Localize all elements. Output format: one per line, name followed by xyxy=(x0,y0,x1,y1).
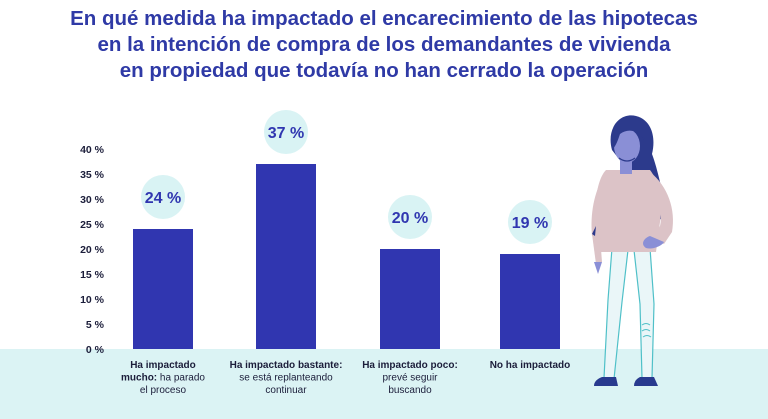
x-tick-label: Ha impactado bastante: xyxy=(230,360,343,371)
x-tick-label: se está replanteando xyxy=(239,373,333,384)
bar xyxy=(256,164,316,349)
value-label: 24 % xyxy=(145,190,181,207)
x-tick-label: el proceso xyxy=(140,385,187,396)
bar xyxy=(133,229,193,349)
x-tick-label: prevé seguir xyxy=(382,373,438,384)
y-tick-label: 5 % xyxy=(86,319,105,331)
x-tick-label: continuar xyxy=(265,385,307,396)
y-tick-label: 10 % xyxy=(80,294,105,306)
x-tick-label: buscando xyxy=(388,385,432,396)
value-bubble xyxy=(508,200,552,244)
y-axis: 0 % 5 % 10 % 15 % 20 % 25 % 30 % 35 % 40 % xyxy=(80,144,105,356)
y-tick-label: 40 % xyxy=(80,144,105,156)
x-tick-label: Ha impactado poco: xyxy=(362,360,458,371)
x-tick-label: mucho: ha parado xyxy=(121,373,205,384)
value-bubble xyxy=(141,175,185,219)
x-tick-label: Ha impactado xyxy=(130,360,196,371)
bars xyxy=(133,164,560,349)
value-labels: 24 % 37 % 20 % 19 % xyxy=(145,125,548,232)
value-bubble xyxy=(388,195,432,239)
title-line-2: en la intención de compra de los demanda… xyxy=(97,33,671,56)
x-tick-label: No ha impactado xyxy=(490,360,571,371)
y-tick-label: 25 % xyxy=(80,219,105,231)
bar xyxy=(380,249,440,349)
title-line-1: En qué medida ha impactado el encarecimi… xyxy=(70,7,698,30)
bar xyxy=(500,254,560,349)
y-tick-label: 15 % xyxy=(80,269,105,281)
value-label: 37 % xyxy=(268,125,304,142)
chart-title: En qué medida ha impactado el encarecimi… xyxy=(0,6,768,84)
y-tick-label: 30 % xyxy=(80,194,105,206)
value-label: 19 % xyxy=(512,215,548,232)
y-tick-label: 20 % xyxy=(80,244,105,256)
value-bubble xyxy=(264,110,308,154)
y-tick-label: 0 % xyxy=(86,344,105,356)
value-label: 20 % xyxy=(392,210,428,227)
y-tick-label: 35 % xyxy=(80,169,105,181)
value-bubbles xyxy=(141,110,552,244)
title-line-3: en propiedad que todavía no han cerrado … xyxy=(119,59,649,82)
